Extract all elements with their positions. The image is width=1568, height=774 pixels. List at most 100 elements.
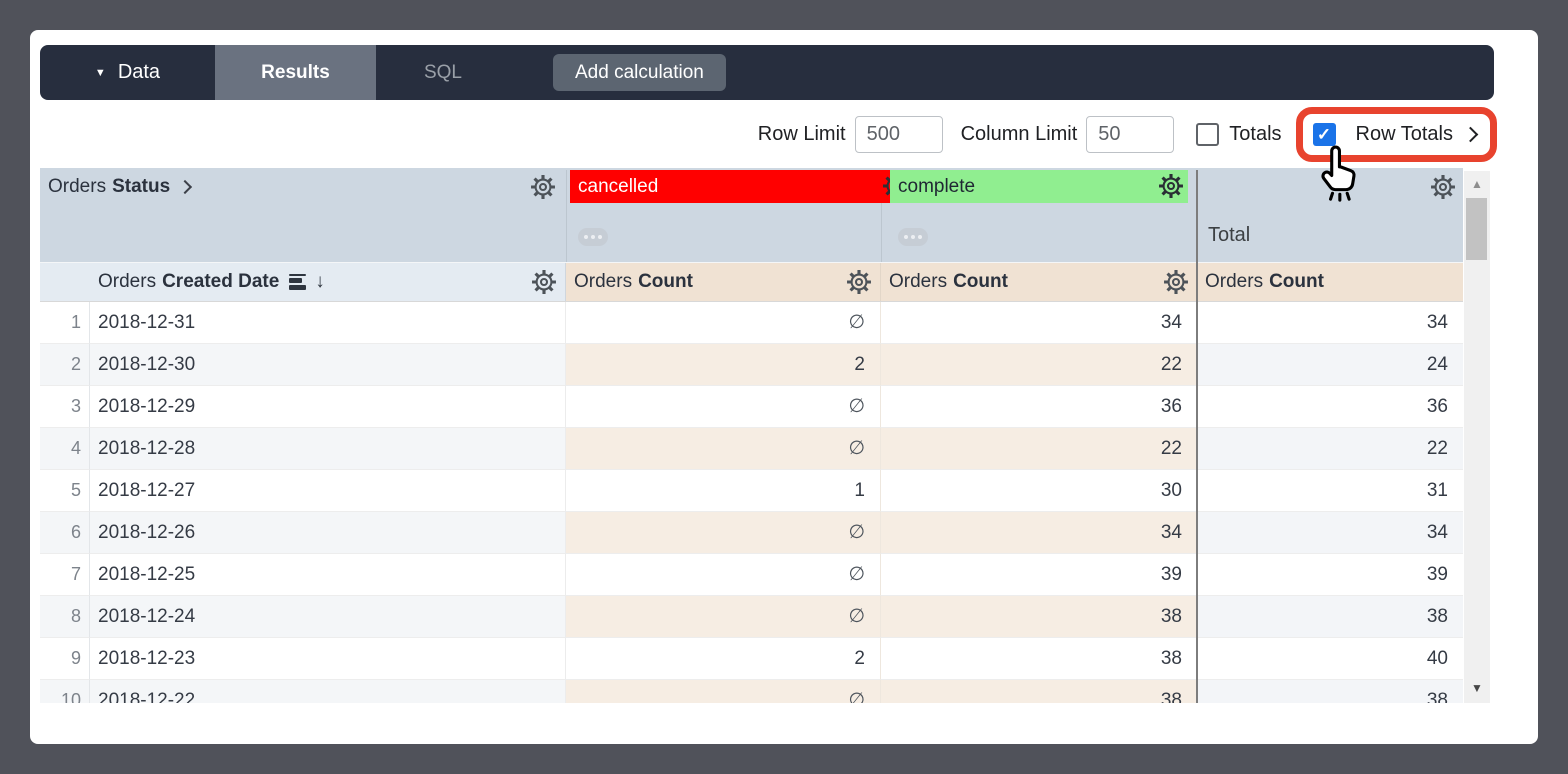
table-row: 6 2018-12-26 ∅ 34 34 (40, 512, 1463, 554)
totals-checkbox[interactable] (1196, 122, 1220, 146)
dimension-name: Created Date (162, 271, 280, 292)
date-cell[interactable]: 2018-12-29 (90, 386, 566, 428)
row-totals-checkbox[interactable]: ✓ (1312, 122, 1336, 146)
table-row: 9 2018-12-23 2 38 40 (40, 638, 1463, 680)
chevron-right-icon[interactable] (1462, 126, 1479, 142)
cancelled-count-cell[interactable]: 2 (566, 344, 881, 386)
cancelled-count-cell[interactable]: 1 (566, 470, 881, 512)
row-number-cell: 7 (40, 554, 90, 596)
cancelled-count-cell[interactable]: ∅ (566, 512, 881, 554)
pivot-field-prefix: Orders (48, 176, 107, 197)
pivot-field-gear-icon[interactable] (530, 174, 556, 200)
row-number-cell: 1 (40, 302, 90, 344)
total-count-cell[interactable]: 24 (1197, 344, 1463, 386)
created-date-header[interactable]: Orders Created Date ↓ (90, 263, 566, 301)
results-table: Orders Status cancelled complete Total (40, 168, 1490, 703)
row-number-cell: 6 (40, 512, 90, 554)
date-cell[interactable]: 2018-12-24 (90, 596, 566, 638)
scroll-up-icon[interactable]: ▲ (1471, 177, 1483, 191)
tab-results[interactable]: Results (215, 45, 376, 100)
measure-prefix: Orders (1205, 271, 1264, 292)
date-cell[interactable]: 2018-12-27 (90, 470, 566, 512)
row-limit-label: Row Limit (757, 122, 846, 145)
complete-count-cell[interactable]: 38 (881, 596, 1197, 638)
row-number-cell: 2 (40, 344, 90, 386)
measure-prefix: Orders (574, 271, 633, 292)
total-count-cell[interactable]: 38 (1197, 680, 1463, 703)
total-count-cell[interactable]: 34 (1197, 512, 1463, 554)
table-row: 4 2018-12-28 ∅ 22 22 (40, 428, 1463, 470)
complete-count-cell[interactable]: 39 (881, 554, 1197, 596)
add-calculation-button[interactable]: Add calculation (553, 54, 726, 91)
tab-sql[interactable]: SQL (423, 61, 463, 83)
total-count-cell[interactable]: 38 (1197, 596, 1463, 638)
complete-count-cell[interactable]: 30 (881, 470, 1197, 512)
checkmark-icon: ✓ (1316, 124, 1332, 144)
row-number-cell: 4 (40, 428, 90, 470)
complete-count-cell[interactable]: 36 (881, 386, 1197, 428)
data-section-toggle[interactable]: ▼ Data (40, 45, 215, 100)
date-cell[interactable]: 2018-12-31 (90, 302, 566, 344)
cancelled-count-cell[interactable]: ∅ (566, 680, 881, 703)
complete-count-gear-icon[interactable] (1163, 269, 1189, 295)
total-count-cell[interactable]: 31 (1197, 470, 1463, 512)
complete-gear-icon[interactable] (1158, 173, 1184, 199)
date-cell[interactable]: 2018-12-28 (90, 428, 566, 470)
date-cell[interactable]: 2018-12-30 (90, 344, 566, 386)
total-count-cell[interactable]: 36 (1197, 386, 1463, 428)
date-cell[interactable]: 2018-12-25 (90, 554, 566, 596)
row-limit-input[interactable] (854, 115, 943, 153)
table-row: 5 2018-12-27 1 30 31 (40, 470, 1463, 512)
complete-count-cell[interactable]: 22 (881, 428, 1197, 470)
total-column-gear-icon[interactable] (1430, 174, 1456, 200)
pivot-value-complete-label: complete (898, 175, 976, 197)
total-column-label: Total (1208, 224, 1251, 246)
vertical-scrollbar[interactable]: ▲ ▼ (1464, 171, 1490, 703)
date-cell[interactable]: 2018-12-26 (90, 512, 566, 554)
cancelled-count-cell[interactable]: ∅ (566, 386, 881, 428)
column-divider (566, 170, 567, 262)
complete-count-header[interactable]: Orders Count (881, 263, 1197, 301)
cancelled-count-cell[interactable]: ∅ (566, 554, 881, 596)
pivot-value-cancelled[interactable]: cancelled (570, 170, 912, 203)
total-count-cell[interactable]: 40 (1197, 638, 1463, 680)
dimension-prefix: Orders (98, 271, 157, 292)
caret-down-icon: ▼ (94, 66, 106, 79)
complete-count-cell[interactable]: 34 (881, 302, 1197, 344)
complete-count-cell[interactable]: 22 (881, 344, 1197, 386)
cancelled-count-cell[interactable]: ∅ (566, 428, 881, 470)
row-totals-label: Row Totals (1355, 122, 1453, 145)
cancelled-count-header[interactable]: Orders Count (566, 263, 881, 301)
table-row: 10 2018-12-22 ∅ 38 38 (40, 680, 1463, 703)
scrollbar-thumb[interactable] (1466, 198, 1487, 260)
date-cell[interactable]: 2018-12-23 (90, 638, 566, 680)
complete-count-cell[interactable]: 38 (881, 680, 1197, 703)
date-cell[interactable]: 2018-12-22 (90, 680, 566, 703)
pivot-value-complete[interactable]: complete (890, 170, 1188, 203)
cancelled-count-cell[interactable]: ∅ (566, 302, 881, 344)
table-row: 1 2018-12-31 ∅ 34 34 (40, 302, 1463, 344)
total-count-cell[interactable]: 22 (1197, 428, 1463, 470)
complete-count-cell[interactable]: 38 (881, 638, 1197, 680)
pivot-field-header[interactable]: Orders Status (48, 176, 193, 198)
cancelled-count-cell[interactable]: ∅ (566, 596, 881, 638)
total-count-header[interactable]: Orders Count (1197, 263, 1463, 301)
measure-name: Count (953, 271, 1008, 292)
fill-fields-icon[interactable] (289, 274, 307, 290)
scroll-down-icon[interactable]: ▼ (1471, 681, 1483, 695)
complete-count-cell[interactable]: 34 (881, 512, 1197, 554)
sort-descending-icon[interactable]: ↓ (315, 271, 325, 292)
complete-options-ellipsis-icon[interactable] (898, 228, 928, 246)
column-limit-label: Column Limit (960, 122, 1078, 145)
cancelled-count-gear-icon[interactable] (846, 269, 872, 295)
column-limit-input[interactable] (1086, 115, 1175, 153)
total-column-divider (1196, 170, 1198, 703)
total-count-cell[interactable]: 39 (1197, 554, 1463, 596)
created-date-gear-icon[interactable] (531, 269, 557, 295)
row-number-cell: 9 (40, 638, 90, 680)
cancelled-count-cell[interactable]: 2 (566, 638, 881, 680)
cancelled-options-ellipsis-icon[interactable] (578, 228, 608, 246)
measure-prefix: Orders (889, 271, 948, 292)
toolbar: ▼ Data Results SQL Add calculation (40, 45, 1494, 100)
total-count-cell[interactable]: 34 (1197, 302, 1463, 344)
